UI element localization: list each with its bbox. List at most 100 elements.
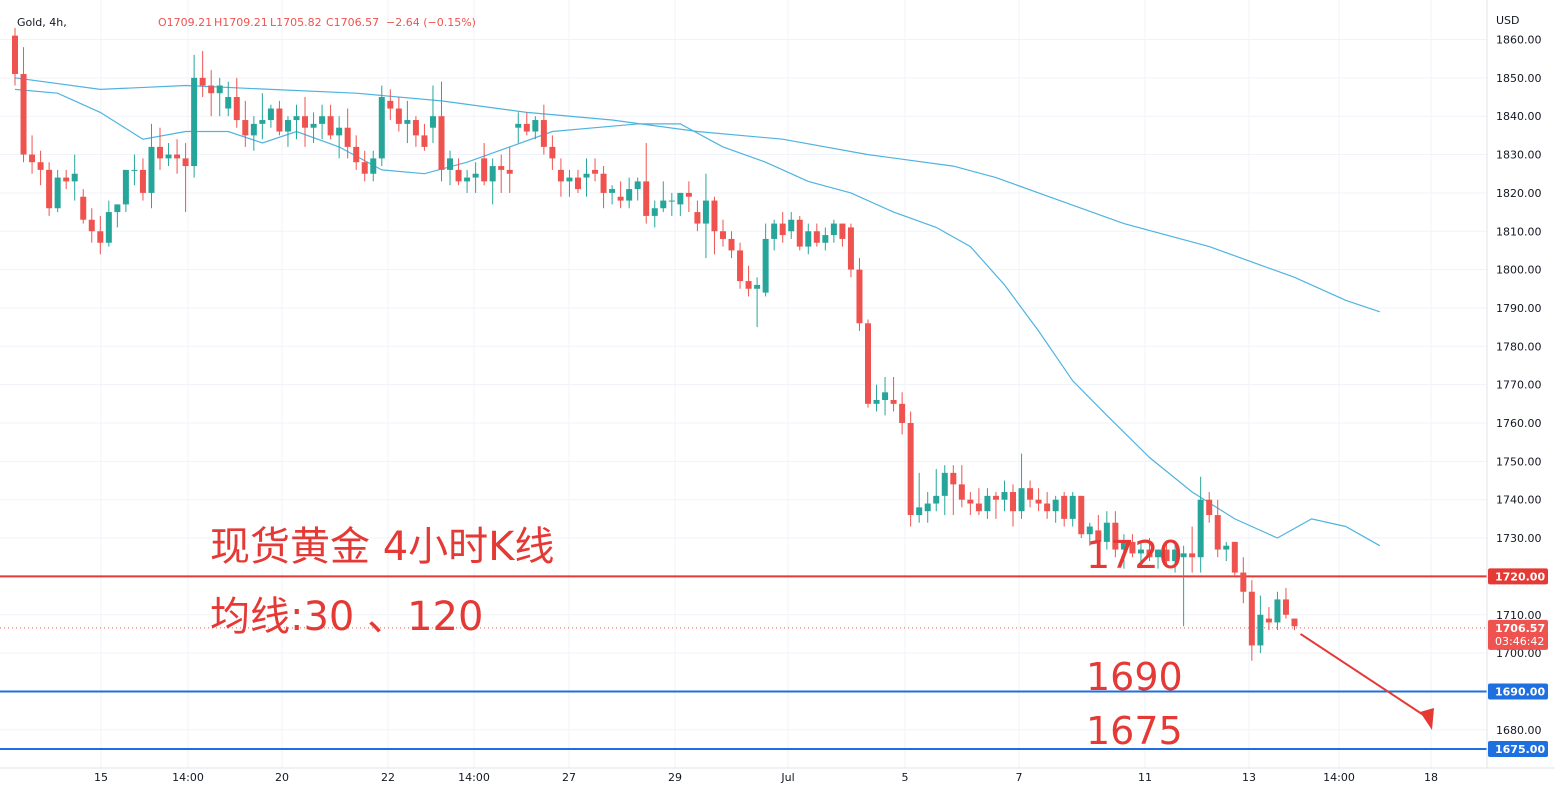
candle: [1265, 607, 1272, 631]
candle: [1129, 534, 1136, 558]
candle: [617, 181, 624, 209]
candle-body: [660, 200, 667, 209]
candle: [20, 47, 27, 163]
candle: [208, 70, 215, 117]
candle-body: [378, 97, 385, 159]
candle: [216, 77, 223, 117]
y-tick-label: 1830.00: [1496, 149, 1542, 162]
candle-body: [1189, 553, 1196, 558]
candle: [284, 116, 291, 147]
candle-body: [865, 323, 871, 404]
candle-body: [404, 120, 411, 124]
candle: [438, 81, 445, 182]
candle-body: [302, 116, 309, 128]
x-tick-label: 11: [1138, 771, 1152, 784]
y-tick-label: 1790.00: [1496, 302, 1542, 315]
candle-body: [1240, 572, 1247, 592]
candle-body: [907, 423, 914, 516]
candle: [88, 208, 95, 243]
candle: [899, 392, 906, 435]
level-1675-annotation: 1675: [1086, 709, 1183, 753]
candle-body: [899, 403, 906, 423]
candle-body: [745, 281, 752, 289]
candle: [694, 200, 701, 232]
candle-body: [421, 135, 428, 147]
high-value: H1709.21: [214, 16, 268, 29]
candle: [1206, 492, 1213, 523]
candle-body: [600, 173, 607, 193]
candle-body: [617, 196, 624, 201]
candle: [489, 158, 496, 205]
candle-body: [250, 123, 257, 136]
candle: [1163, 541, 1170, 565]
candle: [233, 77, 240, 128]
candle-body: [455, 169, 462, 182]
candles: [12, 27, 1298, 661]
candle-body: [771, 223, 778, 239]
candle: [822, 227, 829, 251]
candle: [557, 158, 564, 197]
time-axis[interactable]: 15 14:00 20 22 14:00 27 29 Jul 5 7 11 13 14:00 18: [94, 771, 1438, 784]
candle-body: [856, 269, 863, 324]
candle-body: [71, 173, 78, 182]
candle-body: [157, 146, 164, 159]
candle: [907, 411, 914, 527]
candle-body: [1137, 549, 1144, 554]
candle-body: [165, 154, 172, 159]
candle: [302, 97, 309, 147]
candle-body: [1086, 526, 1093, 535]
candle-body: [148, 146, 155, 193]
candle-body: [242, 120, 249, 136]
candle: [165, 143, 172, 167]
candle: [46, 162, 53, 216]
candle-body: [1274, 599, 1281, 623]
candle-body: [1180, 553, 1187, 558]
candle: [1155, 549, 1162, 569]
candle-body: [472, 173, 479, 178]
candle: [199, 51, 206, 98]
price-tag-1690: 1690.00: [1488, 683, 1548, 700]
candle-body: [1035, 499, 1042, 504]
candle: [865, 319, 871, 408]
candle: [1044, 492, 1051, 519]
candle-body: [1010, 492, 1017, 512]
candle-body: [1103, 522, 1110, 542]
x-tick-label: 15: [94, 771, 108, 784]
candle: [958, 465, 965, 508]
candle: [1248, 580, 1255, 661]
candle: [1137, 541, 1144, 565]
y-tick-label: 1800.00: [1496, 264, 1542, 277]
ma-line-ma30: [14, 88, 1381, 547]
y-tick-label: 1780.00: [1496, 340, 1542, 353]
candle-body: [447, 158, 454, 170]
candle-body: [847, 227, 854, 270]
candle-body: [1061, 495, 1068, 519]
candle: [890, 376, 897, 412]
svg-text:1720.00: 1720.00: [1495, 570, 1545, 583]
candle-body: [481, 158, 488, 182]
y-tick-label: 1840.00: [1496, 110, 1542, 123]
candle-body: [950, 472, 957, 485]
candle-body: [29, 154, 36, 163]
candle-body: [122, 169, 129, 205]
y-tick-label: 1860.00: [1496, 34, 1542, 47]
candle-body: [1018, 488, 1025, 512]
candle-body: [1197, 499, 1204, 558]
candle-body: [609, 189, 616, 193]
candle-body: [694, 212, 701, 224]
x-tick-label: 27: [562, 771, 576, 784]
candle: [728, 231, 735, 259]
candle: [933, 469, 940, 512]
candle-body: [319, 116, 326, 124]
candle: [660, 181, 667, 213]
candle: [600, 166, 607, 209]
candle-body: [1044, 503, 1051, 512]
candle: [626, 177, 633, 209]
candle-body: [1146, 549, 1153, 558]
candle-body: [412, 120, 419, 136]
x-tick-label: 13: [1242, 771, 1256, 784]
candle-body: [566, 177, 573, 182]
candle-body: [916, 507, 923, 516]
horizontal-levels[interactable]: [0, 575, 1487, 750]
